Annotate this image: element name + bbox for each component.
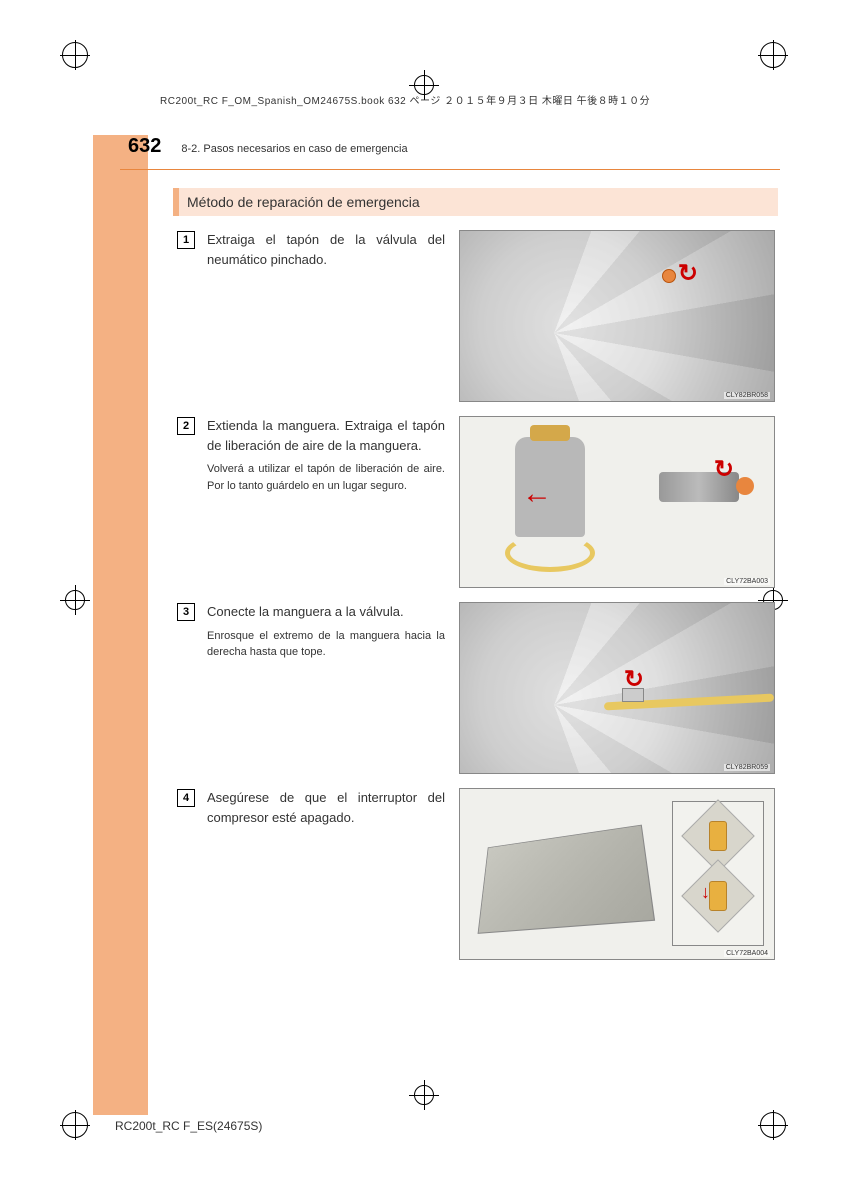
switch-detail-inset: ↓ bbox=[672, 801, 764, 946]
step-4-text: Asegúrese de que el interruptor del comp… bbox=[207, 788, 445, 827]
header-divider bbox=[120, 169, 780, 170]
step-3-text: Conecte la manguera a la válvula. bbox=[207, 602, 445, 622]
step-1-image-code: CLY82BR058 bbox=[724, 392, 770, 399]
crop-mark-br bbox=[758, 1110, 788, 1140]
section-title-bar: Método de reparación de emergencia bbox=[173, 188, 778, 216]
crop-mark-tr bbox=[758, 40, 788, 70]
page-header: 632 8-2. Pasos necesarios en caso de eme… bbox=[125, 135, 775, 163]
step-2-subtext: Volverá a utilizar el tapón de liberació… bbox=[207, 461, 445, 494]
step-marker-1: 1 bbox=[177, 231, 195, 249]
step-2-image-code: CLY72BA003 bbox=[724, 578, 770, 585]
print-header-note: RC200t_RC F_OM_Spanish_OM24675S.book 632… bbox=[160, 92, 650, 107]
page-number: 632 bbox=[128, 135, 161, 158]
step-2-image: ← ↻ CLY72BA003 bbox=[459, 416, 775, 588]
section-label: 8-2. Pasos necesarios en caso de emergen… bbox=[181, 143, 407, 155]
crop-mark-bl bbox=[60, 1110, 90, 1140]
step-marker-2: 2 bbox=[177, 417, 195, 435]
step-3: 3 Conecte la manguera a la válvula. Enro… bbox=[177, 602, 777, 774]
step-2-text: Extienda la manguera. Extraiga el tapón … bbox=[207, 416, 445, 455]
step-4-image-code: CLY72BA004 bbox=[724, 950, 770, 957]
step-4: 4 Asegúrese de que el interruptor del co… bbox=[177, 788, 777, 960]
page-content: 632 8-2. Pasos necesarios en caso de eme… bbox=[125, 135, 775, 960]
step-marker-4: 4 bbox=[177, 789, 195, 807]
step-1-text: Extraiga el tapón de la válvula del neum… bbox=[207, 230, 445, 269]
footer-text: RC200t_RC F_ES(24675S) bbox=[115, 1119, 262, 1133]
step-1: 1 Extraiga el tapón de la válvula del ne… bbox=[177, 230, 777, 402]
step-4-image: ↓ CLY72BA004 bbox=[459, 788, 775, 960]
step-2: 2 Extienda la manguera. Extraiga el tapó… bbox=[177, 416, 777, 588]
step-1-image: ↻ CLY82BR058 bbox=[459, 230, 775, 402]
step-marker-3: 3 bbox=[177, 603, 195, 621]
step-3-image: ↻ CLY82BR059 bbox=[459, 602, 775, 774]
crop-mark-tl bbox=[60, 40, 90, 70]
step-3-image-code: CLY82BR059 bbox=[724, 764, 770, 771]
crop-mark-mb bbox=[409, 1080, 439, 1110]
step-3-subtext: Enrosque el extremo de la manguera hacia… bbox=[207, 628, 445, 661]
section-title: Método de reparación de emergencia bbox=[187, 194, 420, 210]
crop-mark-ml bbox=[60, 585, 90, 615]
